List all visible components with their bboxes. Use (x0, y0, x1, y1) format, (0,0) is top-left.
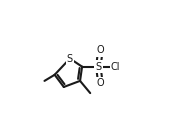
Text: O: O (96, 78, 104, 88)
Text: O: O (96, 45, 104, 55)
Text: S: S (95, 62, 101, 72)
Text: Cl: Cl (111, 62, 120, 72)
Text: S: S (67, 54, 73, 63)
